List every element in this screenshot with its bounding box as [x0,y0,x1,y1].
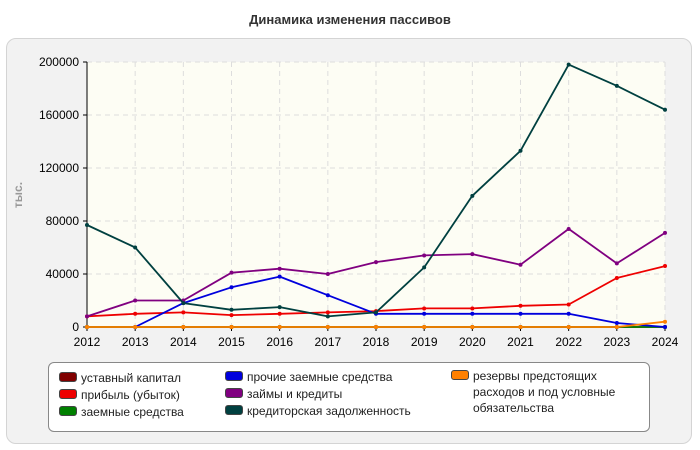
legend-swatch [225,388,243,398]
data-point [470,193,475,198]
x-tick-label: 2013 [122,335,149,349]
data-point [422,306,427,311]
data-point [277,311,282,316]
x-tick-label: 2020 [459,335,486,349]
y-tick-label: 80000 [46,214,80,228]
data-point [422,265,427,270]
y-tick-label: 200000 [39,55,79,69]
data-point [422,311,427,316]
data-point [614,83,619,88]
legend-swatch [59,372,77,382]
data-point [85,325,89,329]
x-tick-label: 2024 [652,335,679,349]
legend-swatch [225,371,243,381]
legend-swatch [225,405,243,415]
legend-swatch [59,406,77,416]
data-point [518,148,523,153]
y-tick-label: 120000 [39,161,79,175]
data-point [229,307,234,312]
series-5 [85,226,667,319]
data-point [85,314,89,319]
x-tick-label: 2015 [218,335,245,349]
data-point [518,262,523,267]
data-point [470,306,475,311]
data-point [181,325,186,329]
data-point [374,260,378,265]
data-point [374,325,378,329]
y-tick-label: 160000 [39,108,79,122]
data-point [229,285,234,290]
legend-label: прочие заемные средства [247,370,393,384]
data-point [325,272,330,276]
series-6 [85,62,667,319]
data-point [181,301,186,306]
data-point [325,293,330,298]
data-point [277,266,282,271]
data-point [566,311,571,316]
legend-swatch [59,389,77,399]
data-point [325,325,330,329]
legend-swatch [451,370,469,380]
data-point [566,325,571,329]
data-point [470,311,475,316]
data-point [277,325,282,329]
y-tick-label: 40000 [46,267,80,281]
data-point [133,245,138,250]
legend-label: заемные средства [81,405,184,419]
data-point [518,311,523,316]
x-tick-label: 2021 [507,335,534,349]
data-point [518,325,523,329]
data-point [566,226,571,231]
data-point [133,311,138,316]
legend-label: уставный капитал [81,371,181,385]
series-7 [85,319,667,329]
x-tick-label: 2017 [314,335,341,349]
legend-label: прибыль (убыток) [81,388,180,402]
legend-label: кредиторская задолженность [247,404,411,418]
data-point [277,305,282,310]
data-point [229,270,234,275]
x-tick-label: 2016 [266,335,293,349]
x-tick-label: 2019 [411,335,438,349]
legend-label: резервы предстоящих расходов и под услов… [473,369,616,415]
data-point [614,261,619,266]
series-line [134,275,666,328]
data-point [325,314,330,319]
data-point [85,222,89,227]
data-point [614,275,619,280]
x-tick-label: 2018 [363,335,390,349]
data-point [614,325,619,329]
x-tick-label: 2022 [555,335,582,349]
data-point [229,325,234,329]
data-point [470,325,475,329]
data-point [374,310,378,315]
data-point [566,302,571,307]
data-point [133,298,138,303]
data-point [614,321,619,326]
data-point [663,230,667,235]
x-tick-label: 2012 [74,335,101,349]
y-axis-label: тыс. [11,182,25,208]
data-point [422,325,427,329]
data-point [470,252,475,257]
data-point [663,325,667,329]
data-point [325,310,330,315]
data-point [133,325,138,329]
data-point [518,303,523,308]
data-point [663,319,667,324]
data-point [181,310,186,315]
chart-legend: уставный капитал прибыль (убыток) заемны… [48,362,650,432]
x-tick-label: 2014 [170,335,197,349]
data-point [277,274,282,279]
x-tick-label: 2023 [603,335,630,349]
data-point [422,253,427,258]
data-point [663,264,667,269]
data-point [663,107,667,112]
data-point [229,313,234,318]
y-tick-label: 0 [72,320,79,334]
chart-title: Динамика изменения пассивов [249,12,451,27]
data-point [566,62,571,67]
legend-label: займы и кредиты [247,387,343,401]
